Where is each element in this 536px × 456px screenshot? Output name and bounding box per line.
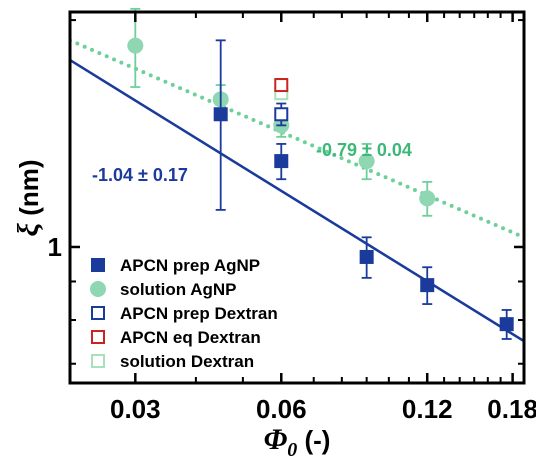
fit-line-0 — [70, 59, 524, 343]
fit-slope-annotation-solution: -0.79 ± 0.04 — [316, 140, 412, 160]
point-1-4 — [419, 180, 436, 217]
plot-frame — [68, 10, 526, 385]
legend-label: APCN eq Dextran — [120, 328, 261, 347]
y-axis-unit: (nm) — [14, 159, 44, 223]
x-tick-label: 0.18 — [487, 394, 536, 424]
marker — [359, 249, 374, 264]
legend-marker — [91, 330, 105, 344]
legend-label: solution AgNP — [120, 280, 236, 299]
legend-marker — [90, 281, 106, 297]
point-2-0 — [274, 102, 289, 127]
legend-label: APCN prep Dextran — [120, 304, 278, 323]
legend-marker — [91, 354, 105, 368]
x-axis-subscript: 0 — [287, 439, 297, 456]
marker — [420, 278, 435, 293]
axis-ticks — [70, 12, 524, 383]
y-tick-labels: 1 — [48, 232, 62, 262]
x-axis-title: Φ0 (-) — [264, 423, 331, 456]
point-0-3 — [420, 266, 435, 305]
legend-item: solution Dextran — [91, 352, 254, 371]
legend-label: solution Dextran — [120, 352, 254, 371]
marker — [274, 78, 289, 93]
x-tick-label: 0.06 — [256, 394, 307, 424]
point-0-0 — [213, 39, 228, 211]
x-axis-symbol: Φ — [264, 423, 288, 456]
legend-item: APCN eq Dextran — [91, 328, 261, 347]
legend-label: APCN prep AgNP — [120, 256, 260, 275]
data-points — [127, 7, 514, 340]
legend: APCN prep AgNP solution AgNP APCN prep Dex… — [90, 256, 278, 371]
y-axis-title: ξ (nm) — [12, 159, 45, 236]
x-axis-unit: (-) — [297, 425, 330, 455]
x-tick-label: 0.12 — [402, 394, 453, 424]
point-0-4 — [499, 309, 514, 340]
x-tick-label: 0.03 — [110, 394, 161, 424]
y-axis-symbol: ξ — [12, 223, 45, 237]
legend-marker — [91, 258, 105, 272]
legend-item: APCN prep Dextran — [91, 304, 278, 323]
legend-item: APCN prep AgNP — [91, 256, 260, 275]
x-tick-labels: 0.03 0.06 0.12 0.18 — [110, 394, 536, 424]
marker — [419, 190, 436, 207]
point-0-2 — [359, 236, 374, 279]
marker — [499, 317, 514, 332]
point-0-1 — [274, 143, 289, 181]
legend-marker — [91, 306, 105, 320]
fit-line-1 — [70, 38, 524, 240]
marker — [127, 37, 144, 54]
fit-lines — [70, 38, 524, 343]
point-1-3 — [358, 143, 375, 181]
fit-slope-annotation-apcn: -1.04 ± 0.17 — [92, 165, 188, 185]
legend-item: solution AgNP — [90, 280, 236, 299]
marker — [213, 107, 228, 122]
point-3-0 — [274, 78, 289, 93]
y-tick-label: 1 — [48, 232, 62, 262]
marker — [274, 107, 289, 122]
marker — [274, 154, 289, 169]
marker — [358, 153, 375, 170]
